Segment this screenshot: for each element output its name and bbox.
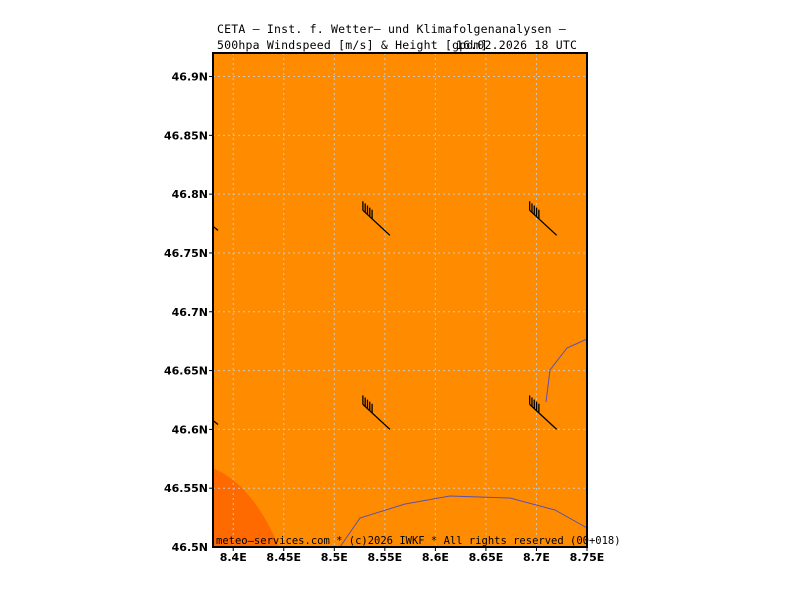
wind-barb: [362, 201, 391, 236]
longitude-labels: 8.4E 8.45E 8.5E 8.55E 8.6E 8.65E 8.7E 8.75E: [220, 547, 605, 564]
wind-barbs: [212, 201, 558, 430]
longitude-tick-label: 8.4E: [220, 551, 247, 564]
wind-barb: [529, 395, 558, 430]
latitude-tick-label: 46.85N: [164, 129, 208, 142]
windspeed-fill: [213, 53, 587, 547]
map-frame: [212, 52, 588, 548]
map-valid-date: 16.02.2026 18 UTC: [456, 38, 578, 52]
latitude-tick-label: 46.75N: [164, 247, 208, 260]
latitude-tick-label: 46.9N: [172, 71, 208, 84]
longitude-tick-label: 8.5E: [321, 551, 348, 564]
latitude-tick-label-bottom: 46.5N: [172, 541, 208, 554]
longitude-tick-label: 8.7E: [523, 551, 550, 564]
wind-barb: [362, 395, 391, 430]
map-title-line-2: 500hpa Windspeed [m/s] & Height [gpdm]: [217, 38, 488, 52]
longitude-tick-label: 8.55E: [368, 551, 403, 564]
longitude-tick-label: 8.45E: [266, 551, 301, 564]
map-title-line-1: CETA – Inst. f. Wetter– und Klimafolgena…: [217, 22, 567, 36]
country-border-right: [545, 338, 588, 403]
map-plot-area: [212, 52, 588, 548]
latitude-tick-label: 46.55N: [164, 482, 208, 495]
wind-barb: [529, 201, 558, 236]
copyright-footer: meteo–services.com * (c)2026 IWKF * All …: [216, 535, 621, 547]
latitude-tick-label: 46.65N: [164, 365, 208, 378]
longitude-tick-label: 8.65E: [469, 551, 504, 564]
country-border-bottom: [339, 495, 588, 548]
longitude-tick-label: 8.75E: [570, 551, 605, 564]
longitude-tick-label: 8.6E: [422, 551, 449, 564]
latitude-tick-label: 46.8N: [172, 188, 208, 201]
latitude-tick-label: 46.6N: [172, 423, 208, 436]
latitude-tick-label: 46.7N: [172, 306, 208, 319]
latitude-labels: 46.9N 46.85N 46.8N 46.75N 46.7N 46.65N 46.6N 46…: [164, 71, 213, 554]
